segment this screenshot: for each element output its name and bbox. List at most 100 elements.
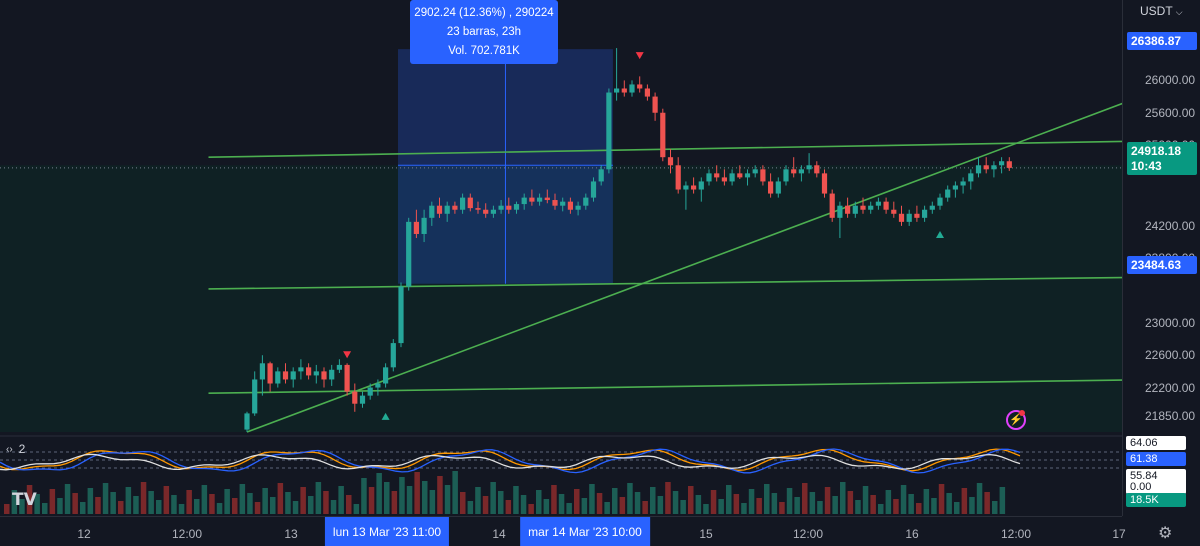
candle-body xyxy=(544,197,550,201)
candle-body xyxy=(460,197,466,210)
candle-body xyxy=(814,165,820,174)
volume-bar xyxy=(946,493,952,514)
volume-bar xyxy=(612,488,618,514)
time-tick: 12:00 xyxy=(1000,527,1032,541)
volume-bar xyxy=(794,497,800,514)
time-tick: 12:00 xyxy=(171,527,203,541)
candle-body xyxy=(852,205,858,214)
volume-bar xyxy=(163,486,170,514)
candle-body xyxy=(929,205,935,210)
measure-tooltip: 2902.24 (12.36%) , 290224 23 barras, 23h… xyxy=(410,0,558,64)
candle-body xyxy=(621,88,627,93)
candle-body xyxy=(367,387,373,396)
currency-selector[interactable]: USDT ⌵ xyxy=(1140,4,1183,18)
candle-body xyxy=(945,189,951,198)
candle-body xyxy=(467,197,473,209)
price-tick: 25600.00 xyxy=(1145,105,1196,120)
volume-bar xyxy=(308,496,314,514)
candle-body xyxy=(298,367,304,372)
volume-bar xyxy=(353,504,360,514)
volume-bar xyxy=(672,491,679,514)
volume-bar xyxy=(277,483,284,514)
volume-bar xyxy=(634,492,641,514)
candle-body xyxy=(999,161,1005,166)
volume-bar xyxy=(650,487,656,514)
candle-body xyxy=(860,205,866,210)
volume-bar xyxy=(140,482,147,514)
volume-bar xyxy=(338,486,344,514)
oscillator-count: 2 xyxy=(18,442,26,456)
candle-body xyxy=(444,205,450,214)
price-tick: 23000.00 xyxy=(1145,315,1196,330)
price-axis[interactable]: 26000.0025600.0025200.0024200.0023800.00… xyxy=(1122,0,1200,516)
measure-high-label: 26386.87 xyxy=(1127,32,1197,50)
volume-bar xyxy=(596,493,603,514)
chevron-down-icon: ⌵ xyxy=(1175,7,1183,17)
volume-bar xyxy=(733,494,740,514)
volume-bar xyxy=(779,502,785,514)
volume-bar xyxy=(566,503,572,514)
candle-body xyxy=(252,379,258,414)
tradingview-logo[interactable]: TV xyxy=(12,490,37,510)
candle-body xyxy=(421,217,427,234)
candle-body xyxy=(282,371,289,380)
time-axis[interactable]: 12 12:00 13 14 15 12:00 16 12:00 17 lun 13 Mar '2… xyxy=(0,516,1126,546)
candle-body xyxy=(667,157,674,166)
volume-bar xyxy=(323,491,329,514)
candle-body xyxy=(413,221,419,234)
candle-body xyxy=(606,92,612,170)
volume-bar xyxy=(330,500,337,514)
volume-bar xyxy=(878,504,884,514)
candle-body xyxy=(590,181,597,198)
candle-body xyxy=(829,193,835,218)
volume-bar xyxy=(292,501,299,514)
candle-body xyxy=(575,205,581,210)
candle-body xyxy=(452,205,458,210)
oscillator-header[interactable]: ‹› 2 xyxy=(6,442,25,456)
volume-bar xyxy=(315,482,322,514)
volume-bar xyxy=(148,491,154,514)
candle-body xyxy=(390,343,396,368)
volume-bar xyxy=(764,484,770,514)
volume-bar xyxy=(490,482,496,514)
signal-down-icon xyxy=(343,351,352,359)
candle-body xyxy=(598,169,604,182)
candle-body xyxy=(375,383,381,388)
volume-bar xyxy=(254,502,261,514)
candle-body xyxy=(698,181,704,190)
volume-bar xyxy=(125,487,132,514)
alert-dot xyxy=(1019,410,1025,416)
volume-bar xyxy=(118,501,124,514)
collapse-icon[interactable]: ‹› xyxy=(6,443,13,455)
candle-body xyxy=(775,181,781,194)
price-tick: 21850.00 xyxy=(1145,408,1196,423)
gear-icon[interactable]: ⚙ xyxy=(1158,525,1173,542)
candle-body xyxy=(475,208,481,210)
candle-body xyxy=(259,363,265,380)
candle-countdown: 10:43 xyxy=(1127,157,1197,175)
candle-body xyxy=(506,205,512,210)
volume-bar xyxy=(786,488,793,514)
flash-icon[interactable]: ⚡ xyxy=(1006,410,1026,430)
trendline-1 xyxy=(208,140,1122,158)
volume-bar xyxy=(270,497,276,514)
volume-bar xyxy=(19,499,25,514)
candle-body xyxy=(821,173,828,194)
volume-bar xyxy=(893,499,899,514)
candle-body xyxy=(714,173,720,178)
volume-bar xyxy=(718,499,724,514)
candle-body xyxy=(1006,161,1012,168)
price-chart[interactable] xyxy=(0,0,1122,516)
volume-bar xyxy=(931,498,937,514)
volume-bar xyxy=(992,501,998,514)
candle-body xyxy=(691,185,697,190)
candle-body xyxy=(806,165,812,170)
candle-body xyxy=(721,177,727,182)
volume-bar xyxy=(574,489,580,514)
volume-bar xyxy=(80,502,86,514)
volume-bar xyxy=(399,477,405,514)
candle-body xyxy=(952,185,958,190)
volume-bar xyxy=(832,496,838,514)
volume-bar xyxy=(961,488,968,514)
